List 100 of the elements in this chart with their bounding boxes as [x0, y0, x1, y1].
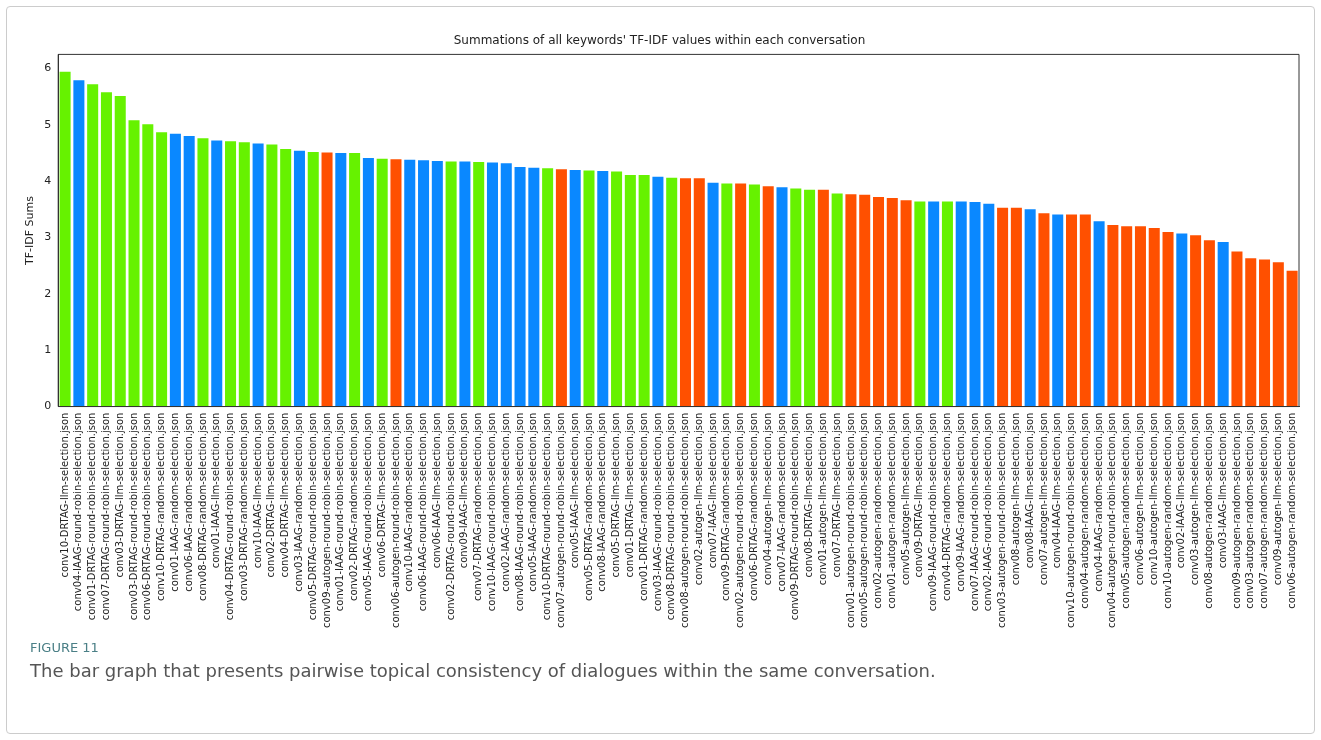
x-tick-label: conv02-autogen-random-selection.json — [872, 412, 884, 609]
bar — [169, 133, 181, 407]
bar — [1107, 225, 1119, 407]
x-tick-label: conv03-IAAG-round-robin-selection.json — [651, 412, 663, 612]
bar — [87, 84, 99, 407]
bar — [514, 167, 526, 407]
x-tick-label: conv06-DRTAG-round-robin-selection.json — [141, 412, 153, 621]
bar — [459, 161, 471, 407]
x-tick-label: conv09-DRTAG-llm-selection.json — [913, 412, 925, 578]
x-tick-label: conv05-DRTAG-random-selection.json — [582, 412, 594, 601]
x-tick-label: conv08-IAAG-round-robin-selection.json — [513, 412, 525, 612]
bar — [969, 202, 981, 407]
x-tick-label: conv07-DRTAG-round-robin-selection.json — [100, 412, 112, 621]
bar — [955, 201, 967, 407]
bar — [293, 150, 305, 407]
x-tick-label: conv10-DRTAG-random-selection.json — [155, 412, 167, 601]
bar — [280, 149, 292, 407]
x-tick-label: conv05-DRTAG-round-robin-selection.json — [306, 412, 318, 621]
bar — [1010, 207, 1022, 407]
x-tick-label: conv10-IAAG-round-robin-selection.json — [486, 412, 498, 612]
x-tick-label: conv09-DRTAG-round-robin-selection.json — [789, 412, 801, 621]
bar — [500, 163, 512, 407]
bar — [1148, 227, 1160, 407]
bar — [1286, 270, 1298, 407]
y-tick-label: 2 — [44, 286, 52, 300]
bar — [776, 187, 788, 407]
x-tick-label: conv07-autogen-llm-selection.json — [1037, 412, 1049, 586]
x-tick-label: conv07-IAAG-random-selection.json — [775, 412, 787, 592]
bar — [900, 200, 912, 407]
x-tick-label: conv03-IAAG-llm-selection.json — [1216, 412, 1228, 569]
y-tick-label: 0 — [44, 399, 52, 413]
x-tick-label: conv02-DRTAG-round-robin-selection.json — [444, 412, 456, 621]
bar — [542, 168, 554, 407]
x-tick-label: conv06-DRTAG-random-selection.json — [748, 412, 760, 601]
x-tick-label: conv08-autogen-round-robin-selection.json — [679, 412, 691, 628]
x-tick-label: conv10-IAAG-llm-selection.json — [251, 412, 263, 569]
x-tick-label: conv03-DRTAG-random-selection.json — [237, 412, 249, 601]
bar — [666, 177, 678, 407]
bar — [390, 159, 402, 407]
x-tick-label: conv01-autogen-random-selection.json — [885, 412, 897, 609]
x-tick-label: conv06-autogen-llm-selection.json — [1134, 412, 1146, 586]
x-tick-label: conv10-autogen-llm-selection.json — [1147, 412, 1159, 586]
bar — [225, 141, 237, 407]
bar — [569, 169, 581, 407]
bar — [1024, 209, 1036, 407]
bar — [1259, 259, 1271, 407]
bar — [1134, 226, 1146, 407]
x-tick-label: conv05-autogen-random-selection.json — [1120, 412, 1132, 609]
y-tick-label: 3 — [44, 230, 52, 244]
x-tick-label: conv10-DRTAG-llm-selection.json — [58, 412, 70, 578]
x-tick-label: conv05-IAAG-round-robin-selection.json — [361, 412, 373, 612]
bar — [624, 174, 636, 407]
bar — [431, 160, 443, 407]
bar — [307, 151, 319, 407]
bar — [707, 182, 719, 407]
y-tick-label: 4 — [44, 174, 52, 188]
bar — [404, 159, 416, 407]
bar — [597, 171, 609, 407]
bar — [349, 153, 361, 407]
x-tick-label: conv09-autogen-random-selection.json — [1230, 412, 1242, 609]
bar — [445, 161, 457, 407]
bar — [376, 158, 388, 407]
bar — [831, 193, 843, 407]
bar — [886, 198, 898, 407]
bar — [652, 176, 664, 407]
x-tick-label: conv08-autogen-llm-selection.json — [1009, 412, 1021, 586]
x-tick-label: conv10-DRTAG-round-robin-selection.json — [541, 412, 553, 621]
x-tick-label: conv09-IAAG-random-selection.json — [954, 412, 966, 592]
bar — [1176, 233, 1188, 407]
bar — [1093, 221, 1105, 407]
x-tick-label: conv09-autogen-llm-selection.json — [1271, 412, 1283, 586]
x-tick-label: conv04-autogen-llm-selection.json — [761, 412, 773, 586]
x-tick-label: conv06-autogen-round-robin-selection.json — [389, 412, 401, 628]
x-tick-label: conv07-autogen-round-robin-selection.json — [555, 412, 567, 628]
x-tick-label: conv09-IAAG-llm-selection.json — [458, 412, 470, 569]
x-tick-label: conv01-IAAG-round-robin-selection.json — [334, 412, 346, 612]
bar — [183, 136, 195, 407]
bar — [197, 138, 209, 407]
bar — [59, 71, 71, 407]
bar — [1231, 251, 1243, 407]
bar — [156, 132, 168, 407]
bar — [418, 160, 430, 407]
bar — [252, 143, 264, 407]
bar — [1190, 235, 1202, 407]
bar — [266, 144, 278, 407]
y-tick-label: 6 — [44, 61, 52, 75]
x-tick-label: conv02-IAAG-random-selection.json — [499, 412, 511, 592]
x-tick-label: conv03-DRTAG-llm-selection.json — [113, 412, 125, 578]
bar — [335, 153, 347, 407]
bar — [1203, 240, 1215, 407]
bar — [872, 196, 885, 407]
x-tick-label: conv04-autogen-random-selection.json — [1078, 412, 1090, 609]
x-tick-label: conv04-IAAG-random-selection.json — [1092, 412, 1104, 592]
x-tick-label: conv04-DRTAG-random-selection.json — [941, 412, 953, 601]
bar — [1217, 242, 1229, 407]
bar — [735, 183, 747, 407]
x-tick-label: conv10-IAAG-random-selection.json — [403, 412, 415, 592]
x-tick-label: conv03-autogen-round-robin-selection.json — [996, 412, 1008, 628]
bar — [473, 162, 485, 407]
x-tick-label: conv05-IAAG-random-selection.json — [527, 412, 539, 592]
